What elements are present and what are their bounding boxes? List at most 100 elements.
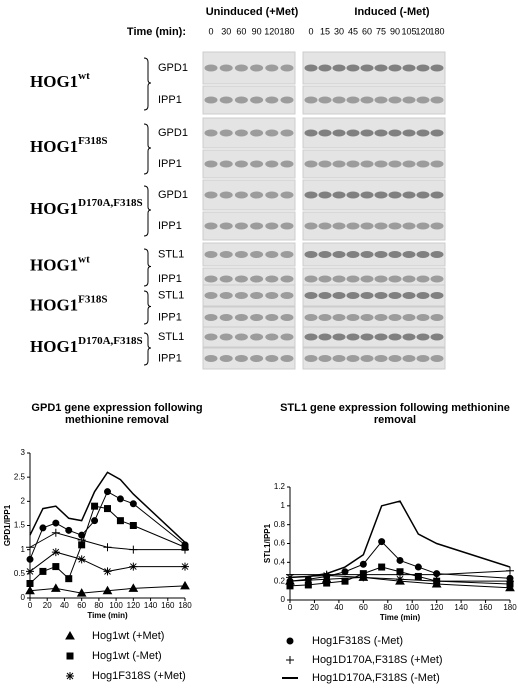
- blot-band: [265, 222, 279, 230]
- blot-band: [388, 64, 402, 72]
- marker: [396, 570, 404, 579]
- blot-band: [416, 64, 430, 72]
- marker: [66, 652, 74, 660]
- blot-band: [402, 292, 416, 299]
- gene-base: HOG1: [30, 72, 78, 91]
- marker: [65, 575, 73, 583]
- legend-label: Hog1F318S (-Met): [312, 635, 403, 647]
- legend-label: Hog1wt (+Met): [92, 630, 164, 642]
- gene-sup: F318S: [78, 135, 107, 147]
- x-tick-label: 80: [94, 601, 103, 610]
- marker: [39, 567, 47, 575]
- marker: [128, 583, 139, 592]
- time-label: 90: [390, 26, 400, 36]
- gene-label: IPP1: [158, 352, 182, 364]
- blot-panel: [202, 117, 296, 149]
- blot-band: [374, 314, 388, 321]
- blot-band: [374, 129, 388, 137]
- blot-band: [250, 355, 264, 362]
- chart-title: GPD1 gene expression following methionin…: [31, 402, 203, 426]
- blot-band: [374, 275, 388, 283]
- blot-band: [346, 333, 360, 341]
- blot-band: [360, 64, 374, 72]
- y-tick-label: 0: [281, 595, 286, 604]
- blot-panel: [202, 242, 296, 267]
- marker: [103, 567, 112, 576]
- blot-band: [250, 191, 264, 199]
- bracket: [143, 332, 152, 366]
- blot-band: [388, 96, 402, 104]
- blot-band: [250, 251, 264, 258]
- x-tick-label: 60: [77, 601, 86, 610]
- blot-band: [332, 275, 346, 283]
- x-tick-label: 120: [430, 603, 444, 612]
- blot-band: [402, 64, 416, 72]
- gene-base: HOG1: [30, 137, 78, 156]
- blot-band: [388, 275, 402, 283]
- blot-band: [430, 292, 444, 299]
- marker: [341, 577, 349, 585]
- x-axis-label: Time (min): [380, 613, 421, 622]
- series-line: [29, 490, 186, 560]
- blot-band: [374, 160, 388, 168]
- blot-band: [388, 251, 402, 258]
- blot-band: [219, 355, 233, 362]
- blot-band: [332, 191, 346, 199]
- blot-band: [430, 275, 444, 283]
- series-line: [29, 471, 186, 543]
- blot-band: [304, 355, 318, 362]
- x-tick-label: 20: [310, 603, 319, 612]
- marker: [52, 563, 60, 571]
- blot-band: [402, 355, 416, 362]
- marker: [91, 502, 99, 510]
- marker: [26, 555, 34, 563]
- blot-band: [416, 314, 430, 321]
- blot-panel: [202, 211, 296, 241]
- blot-band: [430, 64, 444, 72]
- blot-band: [360, 191, 374, 199]
- blot-band: [250, 64, 264, 72]
- x-tick-label: 180: [178, 601, 192, 610]
- blot-band: [234, 251, 248, 258]
- marker: [378, 563, 386, 571]
- blot-band: [250, 129, 264, 137]
- blot-band: [318, 129, 332, 137]
- blot-band: [219, 191, 233, 199]
- blot-band: [265, 355, 279, 362]
- marker: [181, 562, 189, 571]
- marker: [129, 500, 137, 508]
- blot-band: [250, 160, 264, 168]
- blot-band: [234, 96, 248, 104]
- marker: [304, 581, 312, 589]
- blot-band: [304, 64, 318, 72]
- gene-base: HOG1: [30, 199, 78, 218]
- y-axis-label: STL1/IPP1: [263, 523, 272, 563]
- blot-band: [280, 129, 294, 137]
- blot-band: [204, 96, 218, 104]
- marker: [66, 672, 74, 680]
- blot-panel: [202, 326, 296, 348]
- blot-band: [318, 222, 332, 230]
- x-tick-label: 140: [144, 601, 158, 610]
- marker: [286, 656, 294, 664]
- blot-band: [234, 292, 248, 299]
- x-tick-label: 160: [161, 601, 175, 610]
- y-tick-label: 2: [21, 496, 26, 505]
- blot-band: [374, 292, 388, 299]
- blot-band: [265, 160, 279, 168]
- marker: [286, 637, 294, 645]
- blot-band: [234, 333, 248, 341]
- blot-band: [219, 314, 233, 321]
- blot-band: [204, 275, 218, 283]
- y-tick-label: 1: [281, 501, 286, 510]
- series-line: [289, 566, 511, 587]
- blot-panel: [202, 347, 296, 370]
- x-tick-label: 160: [479, 603, 493, 612]
- legend-label: Hog1D170A,F318S (-Met): [312, 672, 440, 684]
- x-tick-label: 80: [383, 603, 392, 612]
- blot-band: [304, 275, 318, 283]
- blot-panel: [302, 242, 446, 267]
- blot-panel: [202, 179, 296, 211]
- blot-band: [346, 275, 360, 283]
- blot-band: [374, 355, 388, 362]
